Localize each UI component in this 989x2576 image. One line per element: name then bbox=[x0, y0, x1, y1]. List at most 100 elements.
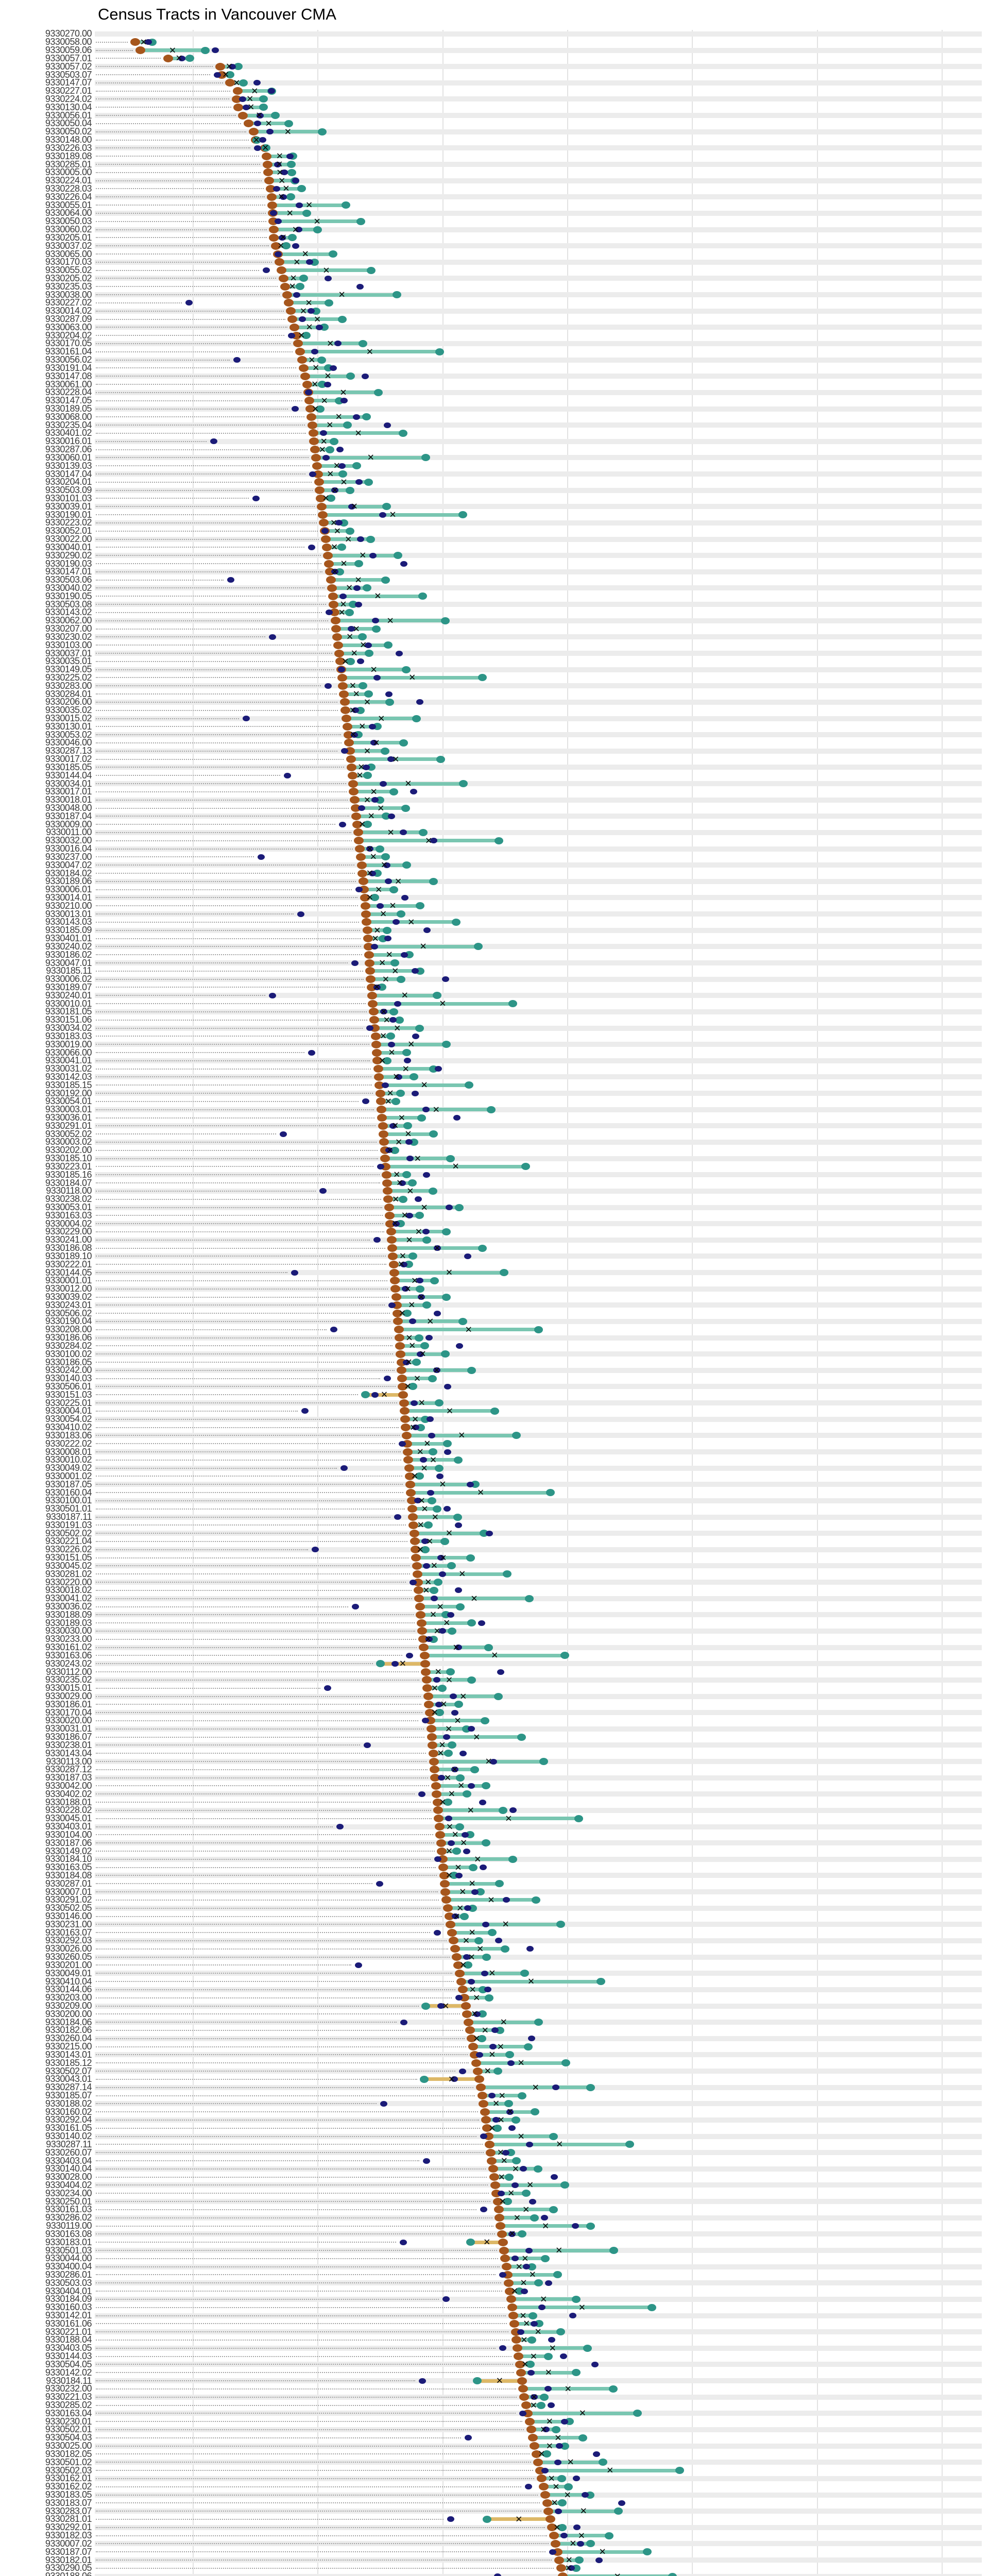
dot-2011 bbox=[573, 2476, 581, 2482]
y-axis-tract-label: 9330290.02 bbox=[45, 550, 92, 561]
row-leader-line bbox=[96, 905, 359, 907]
change-segment bbox=[409, 1466, 439, 1470]
row-leader-line bbox=[96, 1093, 373, 1094]
dot-2016 bbox=[608, 2385, 618, 2393]
row-leader-line bbox=[96, 604, 327, 605]
midpoint-x-marker: ✕ bbox=[331, 485, 339, 496]
dot-2016 bbox=[428, 1448, 437, 1455]
y-axis-tract-label: 9330183.07 bbox=[45, 2497, 92, 2508]
dot-2011 bbox=[144, 39, 152, 45]
dot-2011 bbox=[447, 2516, 454, 2522]
dot-2016 bbox=[455, 1774, 465, 1782]
dot-2011 bbox=[322, 454, 330, 461]
dot-2016 bbox=[443, 1799, 452, 1806]
midpoint-x-marker: ✕ bbox=[523, 2318, 531, 2329]
row-leader-line bbox=[96, 1973, 453, 1974]
change-segment bbox=[311, 415, 367, 419]
dot-2011 bbox=[331, 569, 338, 575]
row-stripe bbox=[95, 1889, 982, 1894]
change-segment bbox=[496, 2191, 526, 2195]
change-segment bbox=[319, 480, 369, 484]
y-axis-tract-label: 9330041.02 bbox=[45, 1593, 92, 1604]
dot-2011 bbox=[353, 585, 361, 591]
row-stripe bbox=[95, 471, 982, 477]
row-leader-line bbox=[96, 767, 344, 768]
dot-2011 bbox=[538, 2304, 546, 2311]
y-axis-tract-label: 9330504.05 bbox=[45, 2359, 92, 2369]
row-leader-line bbox=[96, 1435, 400, 1436]
dot-2016 bbox=[473, 943, 483, 951]
change-segment bbox=[417, 1564, 452, 1568]
midpoint-x-marker: ✕ bbox=[255, 110, 263, 121]
change-segment bbox=[281, 268, 371, 273]
dot-2016 bbox=[442, 1440, 452, 1448]
dot-2006 bbox=[262, 160, 272, 168]
dot-2016 bbox=[531, 2108, 540, 2116]
row-stripe bbox=[95, 1498, 982, 1503]
dot-2016 bbox=[435, 1709, 445, 1717]
dot-2016 bbox=[408, 1383, 417, 1391]
dot-2011 bbox=[444, 1449, 452, 1455]
row-leader-line bbox=[96, 1133, 277, 1135]
dot-2016 bbox=[444, 1750, 453, 1757]
dot-2006 bbox=[428, 1749, 438, 1757]
midpoint-x-marker: ✕ bbox=[423, 1438, 431, 1449]
change-segment bbox=[372, 993, 437, 997]
y-axis-tract-label: 9330001.01 bbox=[45, 1275, 92, 1286]
dot-2006 bbox=[352, 820, 363, 828]
midpoint-x-marker: ✕ bbox=[500, 2017, 507, 2027]
row-leader-line bbox=[96, 1190, 316, 1192]
dot-2011 bbox=[517, 2329, 524, 2335]
dot-2006 bbox=[407, 1505, 417, 1513]
row-leader-line bbox=[96, 995, 265, 996]
dot-2016 bbox=[485, 1994, 494, 2002]
dot-2016 bbox=[447, 1562, 456, 1570]
change-segment bbox=[425, 1670, 451, 1674]
row-stripe bbox=[95, 1416, 982, 1422]
row-leader-line bbox=[96, 2372, 514, 2374]
dot-2011 bbox=[446, 1205, 453, 1210]
dot-2006 bbox=[337, 673, 348, 682]
midpoint-x-marker: ✕ bbox=[445, 1675, 453, 1685]
row-leader-line bbox=[96, 115, 236, 116]
change-segment bbox=[399, 1336, 419, 1340]
y-axis-tract-label: 9330224.01 bbox=[45, 175, 92, 186]
midpoint-x-marker: ✕ bbox=[429, 1455, 437, 1465]
midpoint-x-marker: ✕ bbox=[392, 754, 400, 765]
midpoint-x-marker: ✕ bbox=[448, 2074, 456, 2084]
change-segment bbox=[381, 1108, 491, 1112]
y-axis-tract-label: 9330192.00 bbox=[45, 1088, 92, 1098]
midpoint-x-marker: ✕ bbox=[391, 966, 399, 976]
y-axis-tract-label: 9330170.05 bbox=[45, 338, 92, 349]
dot-2006 bbox=[434, 1815, 444, 1823]
dot-2011 bbox=[484, 1987, 491, 1993]
midpoint-x-marker: ✕ bbox=[496, 2376, 504, 2386]
midpoint-x-marker: ✕ bbox=[333, 461, 341, 471]
dot-2016 bbox=[338, 315, 347, 323]
y-axis-tract-label: 9330144.03 bbox=[45, 2351, 92, 2362]
row-leader-line bbox=[96, 278, 277, 279]
dot-2006 bbox=[482, 2124, 492, 2132]
row-leader-line bbox=[96, 1712, 423, 1714]
midpoint-x-marker: ✕ bbox=[391, 1121, 399, 1131]
row-leader-line bbox=[96, 2421, 523, 2422]
dot-2011 bbox=[355, 887, 363, 893]
row-leader-line bbox=[96, 82, 223, 83]
y-axis-tract-label: 9330015.02 bbox=[45, 713, 92, 723]
change-segment bbox=[513, 2314, 533, 2317]
y-axis-tract-label: 9330242.00 bbox=[45, 1365, 92, 1376]
y-axis-tract-label: 9330149.05 bbox=[45, 664, 92, 675]
midpoint-x-marker: ✕ bbox=[346, 632, 354, 642]
y-axis-tract-label: 9330052.01 bbox=[45, 526, 92, 536]
dot-2011 bbox=[437, 2003, 445, 2009]
dot-2011 bbox=[412, 1033, 420, 1039]
y-axis-tract-label: 9330055.01 bbox=[45, 199, 92, 210]
dot-2016 bbox=[415, 1334, 424, 1342]
dot-2006 bbox=[377, 1114, 387, 1122]
dot-2006 bbox=[399, 1399, 410, 1407]
dot-2006 bbox=[287, 315, 298, 323]
dot-2011 bbox=[243, 716, 250, 721]
dot-2016 bbox=[363, 821, 372, 828]
change-segment bbox=[493, 2167, 538, 2171]
change-segment bbox=[298, 342, 363, 346]
